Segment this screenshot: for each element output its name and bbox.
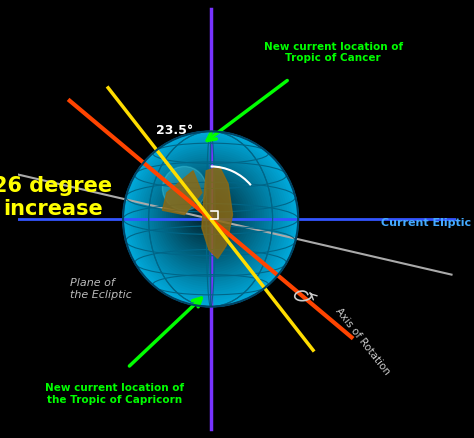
Circle shape	[127, 136, 293, 302]
Circle shape	[183, 192, 231, 240]
Circle shape	[161, 169, 257, 265]
Circle shape	[123, 131, 298, 307]
Text: New current location of
Tropic of Cancer: New current location of Tropic of Cancer	[264, 42, 403, 64]
Circle shape	[133, 142, 287, 295]
Circle shape	[198, 206, 216, 224]
Circle shape	[152, 161, 266, 274]
Circle shape	[190, 198, 225, 233]
Circle shape	[164, 173, 252, 261]
Circle shape	[163, 171, 255, 263]
Circle shape	[137, 146, 282, 290]
Text: 26 degree
increase: 26 degree increase	[0, 176, 112, 219]
Circle shape	[146, 154, 273, 281]
Circle shape	[154, 162, 264, 272]
Polygon shape	[163, 171, 202, 215]
Text: 23.5°: 23.5°	[156, 124, 193, 137]
Circle shape	[181, 190, 234, 242]
Circle shape	[158, 167, 259, 268]
Circle shape	[140, 148, 280, 288]
Circle shape	[148, 156, 271, 279]
Circle shape	[136, 144, 284, 293]
Circle shape	[179, 187, 236, 244]
Text: Current Eliptic: Current Eliptic	[382, 219, 472, 228]
Circle shape	[175, 184, 241, 249]
Circle shape	[129, 138, 292, 300]
Circle shape	[156, 165, 262, 270]
Circle shape	[194, 202, 220, 229]
Circle shape	[163, 166, 206, 210]
Circle shape	[196, 204, 218, 226]
Circle shape	[202, 211, 211, 219]
Circle shape	[144, 152, 275, 284]
Circle shape	[200, 208, 213, 222]
Text: New current location of
the Tropic of Capricorn: New current location of the Tropic of Ca…	[45, 383, 184, 405]
Circle shape	[171, 179, 246, 254]
Circle shape	[204, 212, 209, 217]
Circle shape	[167, 175, 250, 258]
Circle shape	[173, 181, 243, 251]
Text: Plane of
the Ecliptic: Plane of the Ecliptic	[71, 278, 132, 300]
Circle shape	[191, 200, 222, 231]
Circle shape	[131, 140, 289, 297]
Circle shape	[142, 150, 277, 286]
Circle shape	[150, 159, 268, 277]
Circle shape	[125, 134, 296, 304]
Polygon shape	[202, 166, 233, 258]
Text: Axis of Rotation: Axis of Rotation	[333, 306, 392, 377]
Circle shape	[185, 194, 229, 238]
Circle shape	[169, 177, 247, 256]
Circle shape	[177, 186, 238, 247]
Circle shape	[188, 196, 227, 235]
